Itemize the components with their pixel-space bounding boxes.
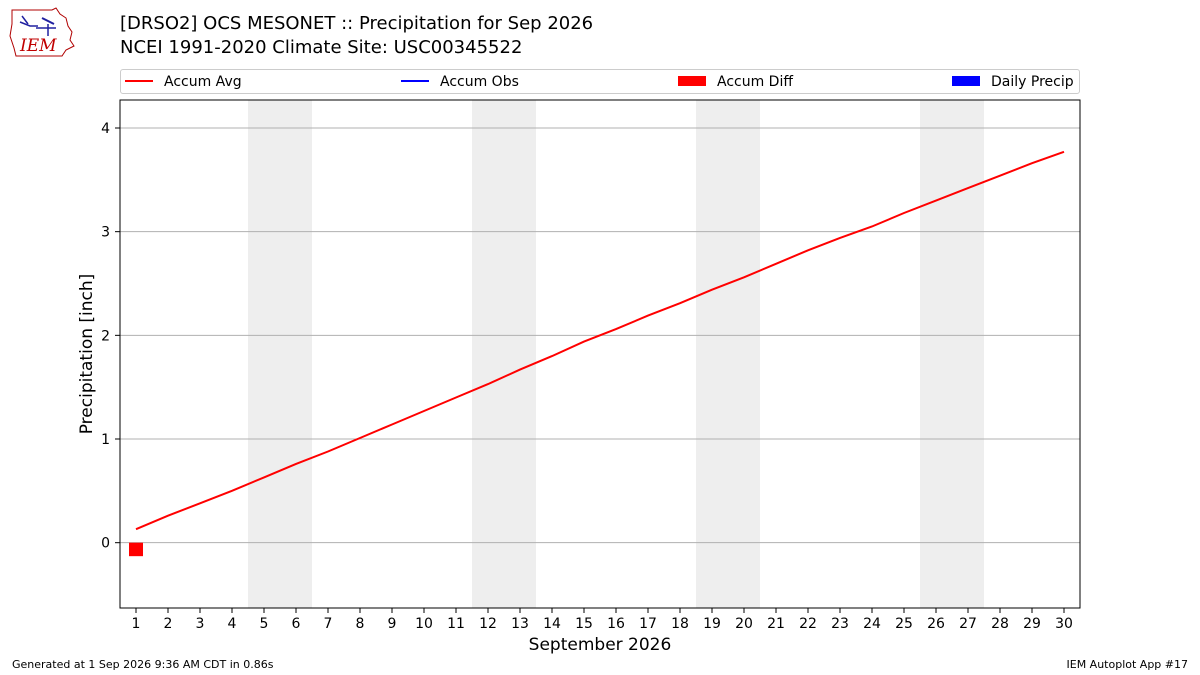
x-tick-label: 24 bbox=[863, 616, 881, 632]
x-tick-label: 29 bbox=[1023, 616, 1041, 632]
legend-item-accum-obs: Accum Obs bbox=[401, 73, 519, 91]
x-tick-label: 4 bbox=[228, 616, 237, 632]
x-tick-label: 9 bbox=[388, 616, 397, 632]
x-tick-label: 3 bbox=[196, 616, 205, 632]
x-tick-label: 27 bbox=[959, 616, 977, 632]
x-tick-label: 22 bbox=[799, 616, 817, 632]
legend-swatch-daily-precip bbox=[952, 76, 980, 86]
weekend-shade bbox=[920, 100, 984, 608]
x-tick-label: 15 bbox=[575, 616, 593, 632]
legend-label-accum-avg: Accum Avg bbox=[164, 74, 242, 90]
x-tick-label: 19 bbox=[703, 616, 721, 632]
x-axis-label: September 2026 bbox=[529, 635, 672, 655]
plot-frame bbox=[119, 99, 1081, 609]
x-tick-label: 13 bbox=[511, 616, 529, 632]
x-tick-label: 7 bbox=[324, 616, 333, 632]
x-tick-label: 30 bbox=[1055, 616, 1073, 632]
logo-text: IEM bbox=[19, 36, 57, 56]
x-tick-label: 14 bbox=[543, 616, 561, 632]
x-tick-label: 23 bbox=[831, 616, 849, 632]
accum-diff-bar bbox=[129, 542, 143, 557]
legend-label-daily-precip: Daily Precip bbox=[991, 74, 1074, 90]
x-tick-label: 8 bbox=[356, 616, 365, 632]
x-tick-label: 17 bbox=[639, 616, 657, 632]
x-tick-label: 5 bbox=[260, 616, 269, 632]
y-tick-label: 0 bbox=[101, 536, 110, 552]
x-tick-label: 18 bbox=[671, 616, 689, 632]
y-tick-label: 1 bbox=[101, 432, 110, 448]
y-tick-label: 2 bbox=[101, 328, 110, 344]
y-axis-label: Precipitation [inch] bbox=[77, 274, 97, 435]
legend-item-accum-diff: Accum Diff bbox=[678, 73, 793, 91]
iem-logo: IEM bbox=[9, 7, 75, 57]
footer-generated: Generated at 1 Sep 2026 9:36 AM CDT in 0… bbox=[12, 658, 274, 671]
legend-label-accum-diff: Accum Diff bbox=[717, 74, 794, 90]
x-tick-label: 1 bbox=[132, 616, 141, 632]
footer-app: IEM Autoplot App #17 bbox=[1066, 658, 1189, 671]
x-tick-label: 21 bbox=[767, 616, 785, 632]
weekend-shade bbox=[472, 100, 536, 608]
x-tick-label: 25 bbox=[895, 616, 913, 632]
y-tick-label: 4 bbox=[101, 121, 110, 137]
y-tick-label: 3 bbox=[101, 225, 110, 241]
weekend-shade bbox=[696, 100, 760, 608]
x-tick-label: 16 bbox=[607, 616, 625, 632]
accum-avg-line bbox=[135, 150, 1065, 531]
x-tick-label: 10 bbox=[415, 616, 433, 632]
legend-label-accum-obs: Accum Obs bbox=[440, 74, 519, 90]
x-tick-label: 2 bbox=[164, 616, 173, 632]
x-tick-label: 12 bbox=[479, 616, 497, 632]
legend: Accum Avg Accum Obs Accum Diff Daily Pre… bbox=[120, 69, 1080, 94]
x-tick-label: 20 bbox=[735, 616, 753, 632]
legend-swatch-accum-obs bbox=[401, 80, 429, 82]
chart-title: [DRSO2] OCS MESONET :: Precipitation for… bbox=[120, 13, 594, 34]
legend-item-daily-precip: Daily Precip bbox=[952, 73, 1074, 91]
legend-item-accum-avg: Accum Avg bbox=[125, 73, 242, 91]
legend-swatch-accum-diff bbox=[678, 76, 706, 86]
x-tick-label: 11 bbox=[447, 616, 465, 632]
x-tick-label: 26 bbox=[927, 616, 945, 632]
legend-swatch-accum-avg bbox=[125, 80, 153, 82]
chart-subtitle: NCEI 1991-2020 Climate Site: USC00345522 bbox=[120, 37, 523, 58]
x-tick-label: 6 bbox=[292, 616, 301, 632]
x-tick-label: 28 bbox=[991, 616, 1009, 632]
weekend-shade bbox=[248, 100, 312, 608]
